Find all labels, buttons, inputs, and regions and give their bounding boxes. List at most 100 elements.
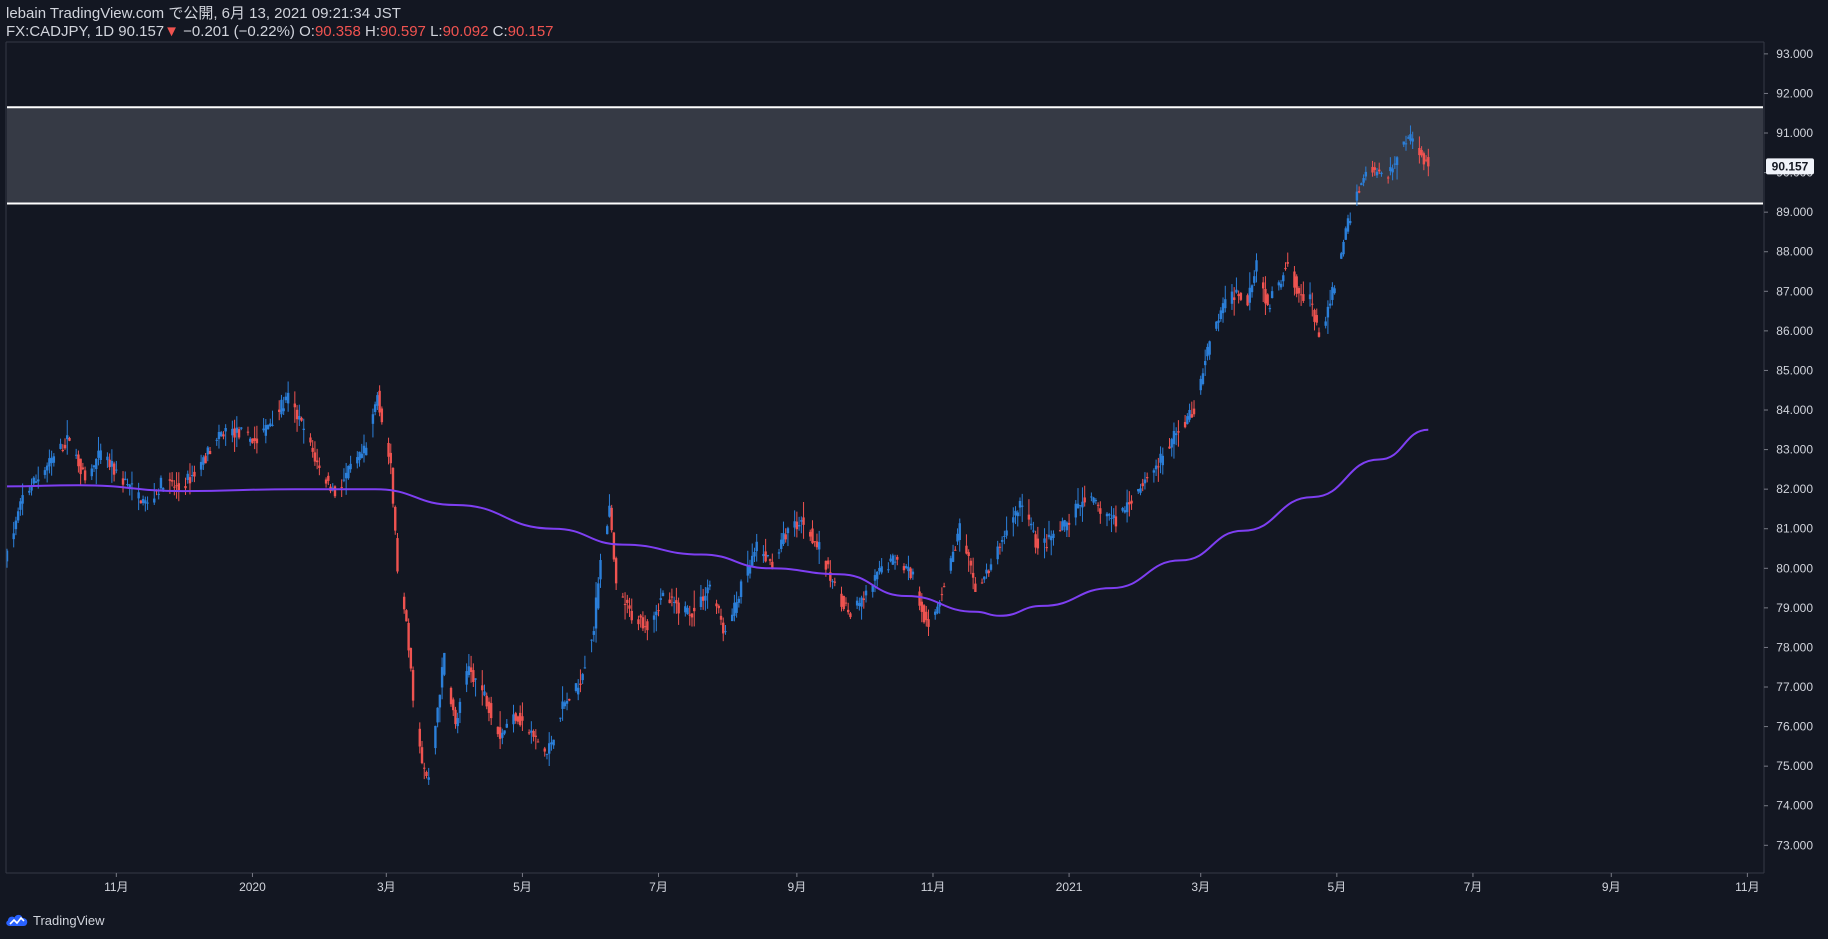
candle-body	[295, 409, 299, 420]
candle-body	[467, 666, 471, 676]
tradingview-branding[interactable]: TradingView	[5, 911, 105, 929]
candle-body	[489, 703, 493, 719]
candle-body	[333, 486, 337, 497]
candle-body	[454, 709, 457, 725]
candle-body	[1206, 346, 1209, 357]
candle-body	[286, 392, 290, 404]
candle-body	[220, 432, 223, 437]
candle-body	[206, 447, 210, 455]
candle-body	[1199, 378, 1202, 391]
candle-body	[907, 566, 910, 572]
candle-body	[735, 602, 738, 613]
time-axis[interactable]: 11月 2020 3月 5月 7月 9月 11月 2021 3月 5月 7月 9月 11月	[104, 873, 1760, 894]
candle-body	[1295, 276, 1298, 294]
candle-body	[677, 602, 680, 614]
candle-body	[795, 521, 799, 530]
candle-body	[610, 507, 613, 531]
candle-body	[269, 423, 272, 427]
candle-body	[1143, 479, 1147, 484]
candle-body	[483, 691, 486, 696]
candle-body	[1036, 538, 1040, 549]
candle-body	[188, 477, 192, 484]
candle-body	[99, 450, 102, 460]
candle-body	[271, 424, 274, 426]
candle-body	[574, 683, 578, 692]
candle-body	[516, 716, 520, 722]
candle-body	[485, 695, 488, 707]
candle-body	[956, 533, 959, 542]
candle-body	[949, 558, 953, 571]
candle-body	[811, 528, 814, 544]
candle-body	[597, 583, 600, 609]
candle-body	[52, 456, 56, 463]
candle-body	[730, 614, 734, 622]
candle-body	[1299, 294, 1303, 296]
candle-body	[1221, 303, 1225, 314]
time-tick-label: 11月	[1735, 880, 1759, 894]
candle-body	[315, 460, 319, 463]
candle-body	[61, 449, 64, 451]
candle-body	[12, 533, 15, 540]
candle-body	[255, 438, 259, 444]
candle-body	[672, 601, 676, 603]
candle-body	[121, 478, 125, 485]
candle-body	[764, 551, 767, 562]
candle-body	[1313, 309, 1316, 322]
candle-body	[1000, 540, 1004, 542]
candle-body	[920, 601, 924, 612]
candle-body	[1420, 149, 1423, 156]
candle-body	[815, 541, 819, 548]
candle-body	[32, 477, 35, 484]
candle-body	[1016, 512, 1019, 517]
candle-body	[1391, 168, 1394, 173]
candle-body	[1003, 536, 1006, 538]
candle-body	[193, 471, 196, 477]
price-axis[interactable]: 93.00092.00091.00090.00089.00088.00087.0…	[1764, 47, 1813, 852]
candle-body	[1266, 294, 1269, 306]
candle-body	[115, 469, 118, 471]
candle-body	[449, 687, 453, 705]
candle-body	[746, 565, 749, 576]
candle-body	[501, 732, 504, 738]
symbol-info[interactable]: FX:CADJPY, 1D 90.157	[6, 23, 165, 40]
candle-body	[565, 700, 569, 704]
candle-body	[97, 450, 100, 458]
candle-body	[786, 528, 790, 534]
price-tick-label: 87.000	[1776, 284, 1813, 298]
candle-body	[1172, 430, 1176, 445]
candle-body	[126, 484, 129, 486]
candle-body	[998, 546, 1002, 548]
candle-body	[1395, 157, 1399, 166]
candle-body	[684, 606, 687, 613]
candle-body	[550, 742, 553, 745]
candle-body	[358, 451, 361, 461]
candle-body	[231, 428, 234, 436]
candle-body	[751, 555, 754, 567]
candle-body	[1141, 483, 1144, 487]
candle-body	[496, 726, 500, 735]
change-arrow-icon: ▼	[164, 23, 179, 40]
candle-body	[1349, 220, 1352, 224]
price-tick-label: 79.000	[1776, 601, 1813, 615]
candle-body	[824, 560, 828, 570]
candle-body	[1333, 288, 1336, 294]
candle-body	[1360, 183, 1363, 186]
candle-body	[1371, 166, 1374, 173]
candle-body	[1161, 455, 1164, 466]
candle-body	[130, 483, 134, 485]
low-label: L:	[430, 23, 443, 40]
candle-body	[282, 408, 285, 412]
candle-body	[284, 396, 288, 401]
candle-body	[137, 492, 140, 499]
candle-body	[405, 610, 408, 622]
candle-body	[1373, 167, 1376, 170]
tradingview-brand-text: TradingView	[33, 912, 105, 928]
candle-body	[1128, 502, 1131, 505]
resistance-zone[interactable]	[7, 107, 1763, 204]
time-tick-label: 9月	[1602, 880, 1621, 894]
candle-body	[202, 457, 205, 465]
candle-body	[893, 561, 897, 563]
candle-body	[878, 567, 881, 572]
candle-body	[1250, 285, 1254, 293]
